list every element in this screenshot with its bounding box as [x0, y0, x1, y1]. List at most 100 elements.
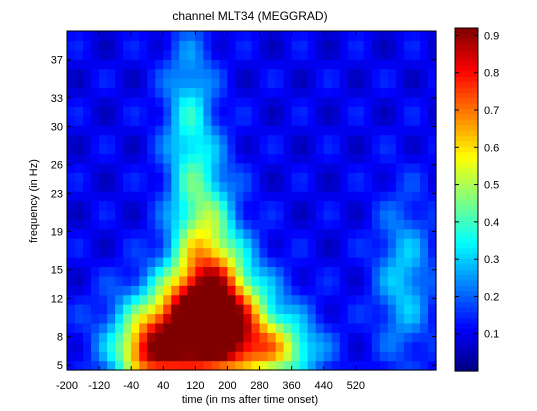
heatmap-cell [275, 275, 285, 286]
heatmap-cell [195, 257, 204, 268]
heatmap-cell [75, 200, 84, 211]
colorbar-cell [455, 124, 478, 131]
heatmap-cell [299, 351, 309, 362]
heatmap-cell [155, 360, 164, 371]
heatmap-cell [99, 125, 108, 136]
heatmap-cell [275, 219, 285, 230]
heatmap-cell [363, 360, 373, 371]
heatmap-cell [91, 351, 100, 362]
heatmap-cell [203, 332, 212, 343]
colorbar-cell [455, 65, 478, 72]
heatmap-cell [419, 275, 429, 286]
heatmap-cell [203, 59, 212, 70]
heatmap-cell [227, 172, 237, 183]
heatmap-cell [323, 40, 333, 51]
heatmap-cell [155, 68, 164, 79]
heatmap-cell [163, 238, 172, 249]
heatmap-cell [163, 304, 172, 315]
heatmap-cell [211, 247, 221, 258]
heatmap-cell [131, 322, 140, 333]
heatmap-cell [403, 78, 413, 89]
heatmap-cell [99, 200, 108, 211]
heatmap-cell [419, 209, 429, 220]
heatmap-cell [347, 96, 357, 107]
heatmap-cell [203, 360, 212, 371]
heatmap-cell [411, 68, 421, 79]
heatmap-cell [91, 266, 100, 277]
heatmap-cell [75, 125, 84, 136]
heatmap-cell [203, 285, 212, 296]
heatmap-cell [83, 209, 92, 220]
heatmap-cell [331, 304, 341, 315]
heatmap-cell [387, 68, 397, 79]
heatmap-cell [387, 87, 397, 98]
heatmap-cell [259, 78, 269, 89]
heatmap-cell [107, 106, 116, 117]
heatmap-cell [363, 153, 373, 164]
heatmap-cell [395, 313, 405, 324]
heatmap-cell [307, 257, 317, 268]
heatmap-cell [187, 304, 196, 315]
heatmap-cell [67, 134, 76, 145]
heatmap-cell [323, 31, 333, 42]
heatmap-cell [219, 78, 229, 89]
heatmap-cell [411, 172, 421, 183]
heatmap-cell [227, 191, 237, 202]
heatmap-cell [235, 228, 245, 239]
heatmap-cell [195, 172, 204, 183]
heatmap-cell [123, 191, 132, 202]
heatmap-cell [363, 106, 373, 117]
heatmap-cell [83, 238, 92, 249]
heatmap-cell [259, 200, 269, 211]
heatmap-cell [371, 191, 381, 202]
heatmap-cell [331, 285, 341, 296]
heatmap-cell [107, 134, 116, 145]
heatmap-cell [163, 219, 172, 230]
heatmap-cell [427, 59, 437, 70]
heatmap-cell [195, 134, 204, 145]
heatmap-cell [235, 115, 245, 126]
heatmap-cell [179, 162, 188, 173]
heatmap-cell [395, 96, 405, 107]
heatmap-cell [243, 87, 253, 98]
heatmap-cell [131, 125, 140, 136]
heatmap-cell [131, 275, 140, 286]
heatmap-cell [139, 181, 148, 192]
heatmap-cell [139, 247, 148, 258]
heatmap-cell [411, 275, 421, 286]
heatmap-cell [131, 313, 140, 324]
heatmap-cell [347, 144, 357, 155]
heatmap-cell [371, 49, 381, 60]
heatmap-cell [291, 219, 301, 230]
x-tick-label: 280 [250, 380, 268, 392]
heatmap-cell [283, 181, 293, 192]
heatmap-cell [251, 209, 261, 220]
heatmap-cell [275, 153, 285, 164]
heatmap-cell [243, 162, 253, 173]
heatmap-cell [107, 332, 116, 343]
heatmap-cell [227, 153, 237, 164]
heatmap-cell [355, 322, 365, 333]
heatmap-cell [275, 96, 285, 107]
heatmap-cell [179, 351, 188, 362]
heatmap-cell [67, 351, 76, 362]
heatmap-cell [67, 285, 76, 296]
x-axis-ticks: -200 -120 -40 40 120 200 280 360 440 520 [56, 31, 365, 392]
heatmap-cell [387, 351, 397, 362]
heatmap-cell [83, 172, 92, 183]
heatmap-cell [419, 87, 429, 98]
heatmap-cell [219, 115, 229, 126]
heatmap-cell [115, 275, 124, 286]
heatmap-cell [363, 115, 373, 126]
heatmap-cell [363, 59, 373, 70]
heatmap-cell [427, 266, 437, 277]
heatmap-cell [363, 304, 373, 315]
heatmap-cell [323, 322, 333, 333]
heatmap-cell [347, 238, 357, 249]
heatmap-cell [315, 181, 325, 192]
heatmap-cell [299, 162, 309, 173]
heatmap-cell [123, 96, 132, 107]
heatmap-cell [75, 115, 84, 126]
colorbar-cell [455, 81, 478, 88]
heatmap-cell [139, 68, 148, 79]
